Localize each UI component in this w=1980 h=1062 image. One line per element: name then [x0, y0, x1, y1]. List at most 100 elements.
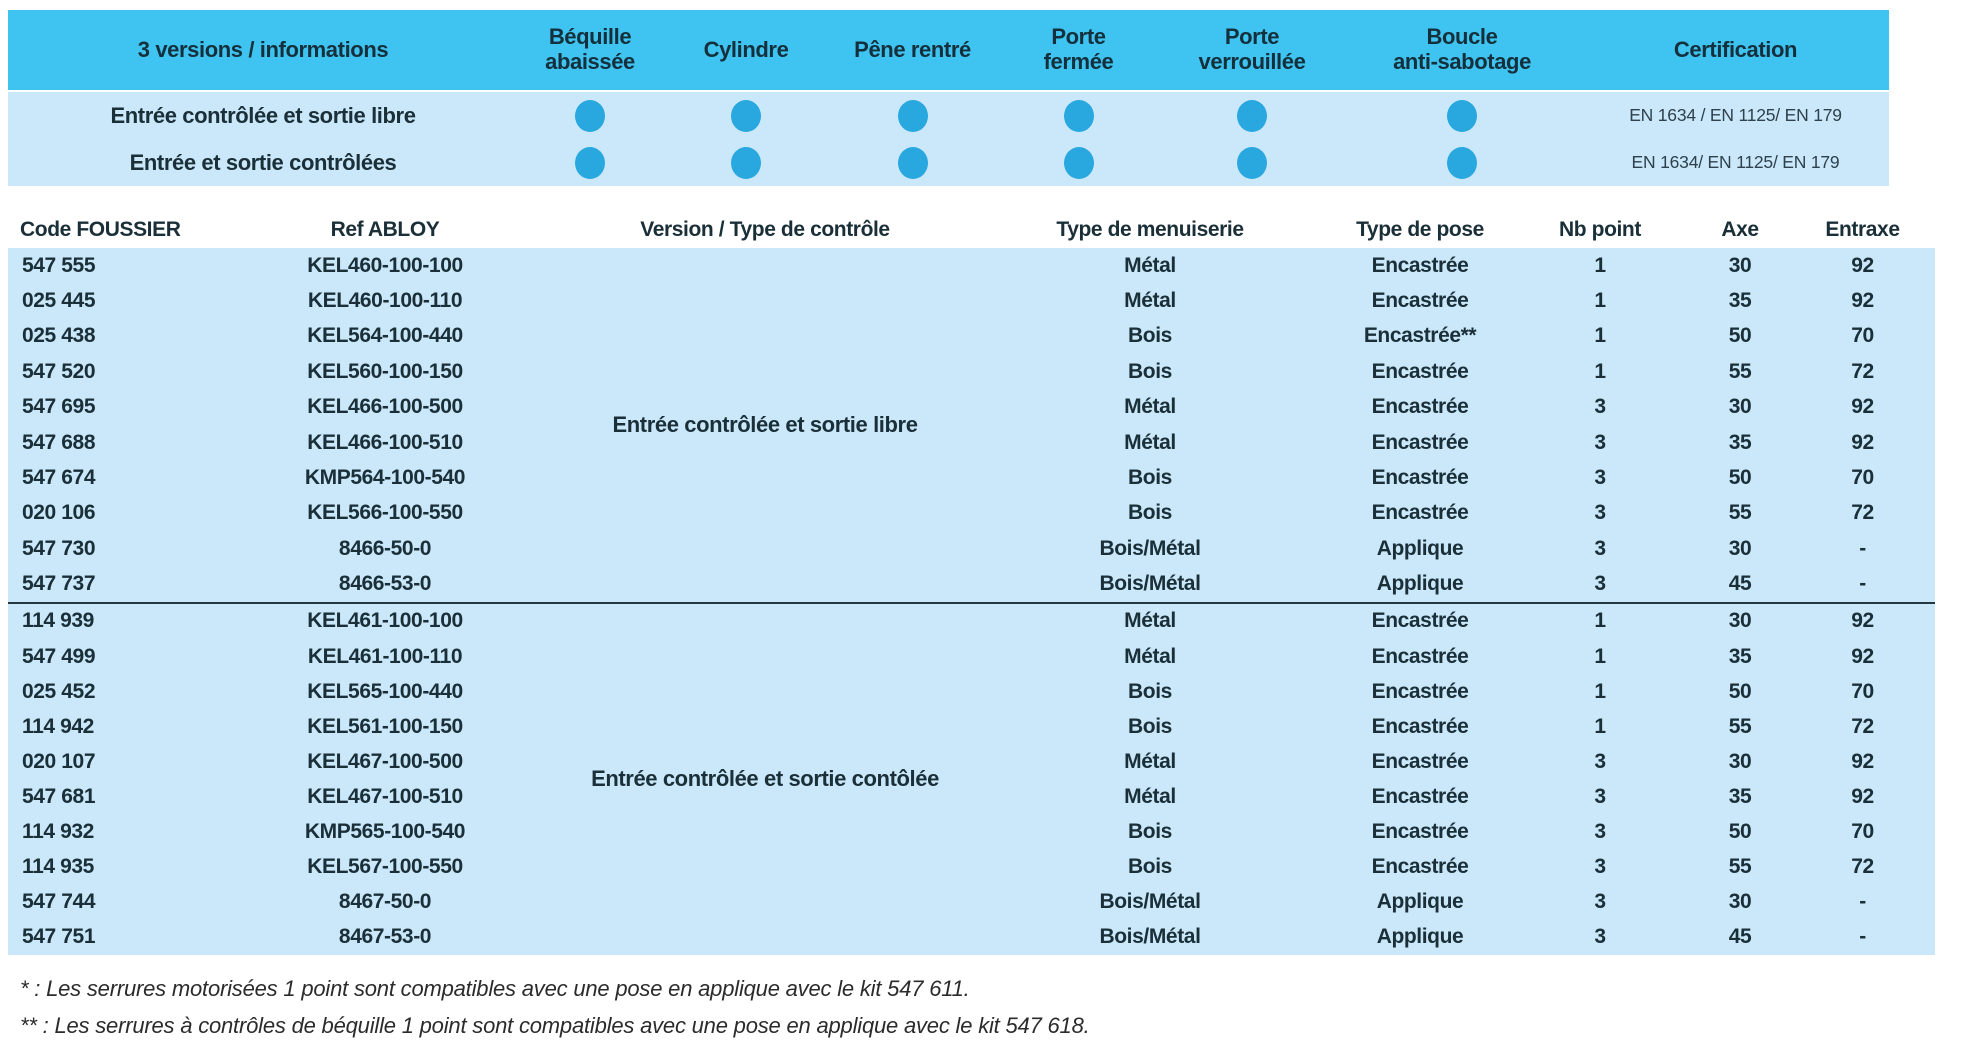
nb-point-cell: 3 — [1594, 855, 1606, 879]
ref-abloy-cell: KEL461-100-110 — [307, 644, 463, 668]
legend-body: Entrée contrôlée et sortie libre EN 1634… — [8, 92, 1889, 186]
entraxe-cell: - — [1859, 572, 1866, 596]
code-foussier-cell: 547 751 — [22, 925, 96, 949]
table-row: 547 499 KEL461-100-110 Métal Encastrée 1 35 92 — [8, 639, 1935, 674]
menuiserie-cell: Métal — [1124, 395, 1176, 419]
axe-cell: 50 — [1728, 466, 1752, 490]
menuiserie-cell: Bois/Métal — [1099, 890, 1201, 914]
axe-cell: 45 — [1728, 925, 1752, 949]
pose-cell: Encastrée — [1371, 784, 1469, 808]
pose-cell: Encastrée — [1371, 466, 1469, 490]
menuiserie-cell: Métal — [1124, 430, 1176, 454]
feature-dot-icon — [575, 146, 605, 179]
ref-abloy-cell: 8466-53-0 — [338, 572, 432, 596]
table-row: 025 438 KEL564-100-440 Bois Encastrée** 1 50 7… — [8, 319, 1935, 354]
ref-abloy-cell: KEL567-100-550 — [307, 855, 463, 879]
nb-point-cell: 1 — [1594, 609, 1606, 633]
feature-dot-cell — [1342, 92, 1582, 139]
pose-cell: Applique — [1376, 572, 1464, 596]
legend-title: 3 versions / informations — [137, 36, 389, 62]
entraxe-cell: 70 — [1851, 679, 1874, 703]
feature-dot-cell — [662, 139, 830, 186]
axe-cell: 30 — [1728, 609, 1752, 633]
column-header-type-menuiserie: Type de menuiserie — [1056, 218, 1244, 241]
feature-dot-cell — [830, 139, 995, 186]
pose-cell: Encastrée — [1371, 679, 1469, 703]
feature-dot-cell — [1162, 139, 1342, 186]
ref-abloy-cell: KEL460-100-110 — [307, 289, 463, 313]
entraxe-cell: 92 — [1851, 253, 1874, 277]
code-foussier-cell: 547 695 — [22, 395, 96, 419]
axe-cell: 35 — [1728, 430, 1752, 454]
axe-cell: 30 — [1728, 536, 1752, 560]
entraxe-cell: 92 — [1851, 609, 1874, 633]
ref-abloy-cell: KEL560-100-150 — [307, 359, 463, 383]
menuiserie-cell: Bois — [1128, 324, 1172, 348]
code-foussier-cell: 547 499 — [22, 644, 96, 668]
nb-point-cell: 3 — [1594, 466, 1606, 490]
ref-abloy-cell: KEL561-100-150 — [307, 714, 463, 738]
feature-dot-icon — [897, 99, 928, 132]
column-header-code-foussier: Code FOUSSIER — [20, 218, 181, 241]
ref-abloy-cell: KEL461-100-100 — [307, 609, 463, 633]
menuiserie-cell: Métal — [1124, 784, 1176, 808]
table-row: 547 730 8466-50-0 Bois/Métal Applique 3 30 - — [8, 531, 1935, 566]
spec-group-entree-controlee-sortie-libre: Entrée contrôlée et sortie libre 547 555… — [8, 248, 1935, 602]
ref-abloy-cell: KMP564-100-540 — [304, 466, 466, 490]
entraxe-cell: 92 — [1851, 749, 1874, 773]
feature-dot-icon — [731, 146, 761, 179]
version-label: Entrée et sortie contrôlées — [129, 149, 397, 175]
legend-column-bequille-abaissee: Béquille abaissée — [545, 24, 635, 74]
menuiserie-cell: Bois — [1128, 714, 1172, 738]
ref-abloy-cell: KMP565-100-540 — [304, 820, 466, 844]
feature-dot-cell — [518, 139, 662, 186]
table-row: 025 452 KEL565-100-440 Bois Encastrée 1 50 70 — [8, 674, 1935, 709]
feature-dot-icon — [1237, 99, 1267, 132]
axe-cell: 30 — [1728, 749, 1752, 773]
column-header-type-pose: Type de pose — [1356, 218, 1484, 241]
menuiserie-cell: Métal — [1124, 749, 1176, 773]
table-row: 547 674 KMP564-100-540 Bois Encastrée 3 50 70 — [8, 460, 1935, 495]
entraxe-cell: 92 — [1851, 395, 1874, 419]
nb-point-cell: 3 — [1594, 430, 1606, 454]
table-row: 547 520 KEL560-100-150 Bois Encastrée 1 55 72 — [8, 354, 1935, 389]
pose-cell: Encastrée — [1371, 820, 1469, 844]
entraxe-cell: - — [1859, 925, 1866, 949]
feature-dot-cell — [1342, 139, 1582, 186]
code-foussier-cell: 547 744 — [22, 890, 96, 914]
menuiserie-cell: Bois — [1128, 466, 1172, 490]
ref-abloy-cell: KEL460-100-100 — [307, 253, 463, 277]
nb-point-cell: 3 — [1594, 890, 1606, 914]
nb-point-cell: 1 — [1594, 324, 1606, 348]
table-row: 114 932 KMP565-100-540 Bois Encastrée 3 50 70 — [8, 814, 1935, 849]
code-foussier-cell: 025 438 — [22, 324, 96, 348]
column-header-entraxe: Entraxe — [1825, 218, 1900, 241]
pose-cell: Encastrée — [1371, 359, 1469, 383]
legend-header-row: 3 versions / informations Béquille abais… — [8, 10, 1889, 90]
ref-abloy-cell: 8467-53-0 — [338, 925, 432, 949]
feature-dot-icon — [1063, 146, 1094, 179]
menuiserie-cell: Métal — [1124, 609, 1176, 633]
nb-point-cell: 3 — [1594, 925, 1606, 949]
ref-abloy-cell: KEL467-100-500 — [307, 749, 463, 773]
feature-dot-icon — [1447, 99, 1477, 132]
entraxe-cell: 72 — [1851, 855, 1874, 879]
ref-abloy-cell: KEL566-100-550 — [307, 501, 463, 525]
entraxe-cell: - — [1859, 890, 1866, 914]
nb-point-cell: 1 — [1594, 359, 1606, 383]
feature-dot-cell — [662, 92, 830, 139]
column-header-nb-point: Nb point — [1559, 218, 1641, 241]
axe-cell: 30 — [1728, 890, 1752, 914]
table-row: 114 942 KEL561-100-150 Bois Encastrée 1 55 72 — [8, 709, 1935, 744]
entraxe-cell: 70 — [1851, 324, 1874, 348]
version-overlay-label: Entrée contrôlée et sortie contôlée — [591, 766, 939, 792]
legend-column-pene-rentre: Pêne rentré — [854, 36, 971, 62]
table-row: 547 737 8466-53-0 Bois/Métal Applique 3 45 - — [8, 567, 1935, 602]
pose-cell: Encastrée — [1371, 253, 1469, 277]
versions-legend-table: 3 versions / informations Béquille abais… — [8, 10, 1889, 186]
legend-column-porte-fermee: Porte fermée — [1043, 24, 1114, 74]
nb-point-cell: 3 — [1594, 820, 1606, 844]
nb-point-cell: 3 — [1594, 501, 1606, 525]
table-row: 114 939 KEL461-100-100 Métal Encastrée 1 30 92 — [8, 604, 1935, 639]
nb-point-cell: 3 — [1594, 395, 1606, 419]
